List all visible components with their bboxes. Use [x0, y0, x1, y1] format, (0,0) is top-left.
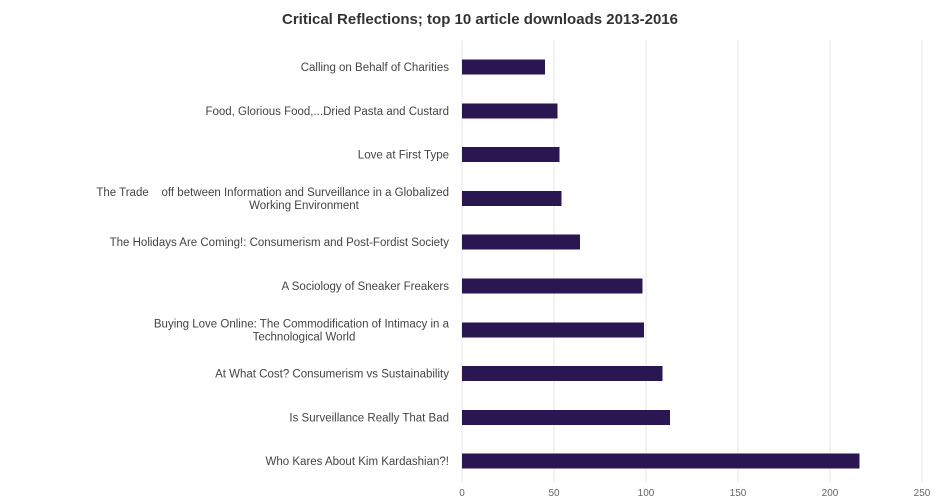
category-label: Technological World — [253, 331, 356, 343]
chart-title: Critical Reflections; top 10 article dow… — [282, 11, 678, 28]
x-tick-label: 200 — [822, 488, 839, 499]
category-label: Working Environment — [249, 200, 360, 212]
bar — [462, 234, 580, 250]
bar — [462, 190, 562, 206]
bar — [462, 453, 860, 469]
category-label: Food, Glorious Food,...Dried Pasta and C… — [205, 106, 449, 118]
x-tick-label: 50 — [548, 488, 560, 499]
x-tick-label: 250 — [914, 488, 931, 499]
category-label: A Sociology of Sneaker Freakers — [282, 281, 450, 293]
x-axis-ticks: 0 50 100 150 200 250 — [459, 488, 931, 499]
category-label: Is Surveillance Really That Bad — [289, 412, 449, 424]
bar — [462, 322, 645, 338]
category-label: The Trade off between Information and Su… — [96, 187, 449, 199]
bar — [462, 103, 558, 119]
x-tick-label: 150 — [730, 488, 747, 499]
category-label: Calling on Behalf of Charities — [301, 62, 450, 74]
x-tick-label: 100 — [638, 488, 655, 499]
bar — [462, 59, 545, 75]
category-label: Buying Love Online: The Commodification … — [154, 318, 450, 330]
bar — [462, 147, 560, 163]
x-tick-label: 0 — [459, 488, 465, 499]
bar — [462, 409, 670, 425]
category-label: Love at First Type — [358, 150, 449, 162]
category-label: The Holidays Are Coming!: Consumerism an… — [110, 237, 450, 249]
category-labels: Calling on Behalf of Charities Food, Glor… — [96, 62, 449, 468]
bar — [462, 278, 643, 294]
bar — [462, 366, 663, 382]
category-label: At What Cost? Consumerism vs Sustainabil… — [215, 369, 449, 381]
category-label: Who Kares About Kim Kardashian?! — [266, 456, 449, 468]
bars — [462, 59, 860, 469]
